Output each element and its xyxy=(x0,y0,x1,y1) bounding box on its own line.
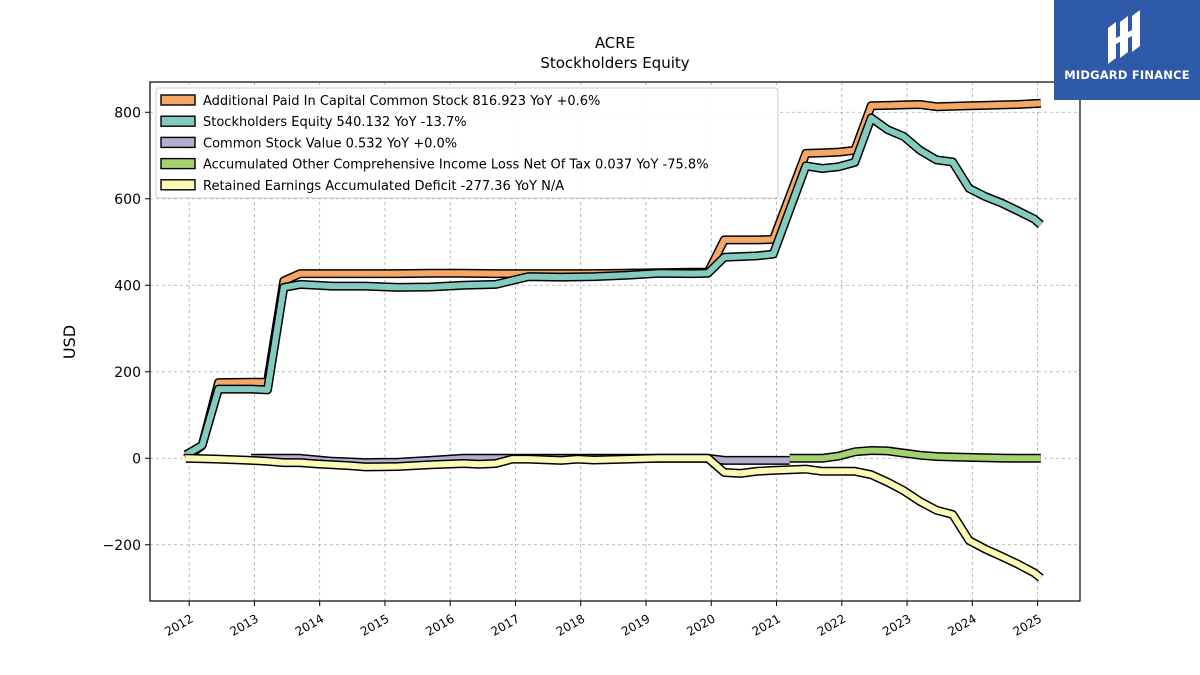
y-tick-label: 600 xyxy=(114,192,141,208)
legend-label-0: Additional Paid In Capital Common Stock … xyxy=(203,94,600,109)
legend-swatch-4 xyxy=(160,179,196,191)
y-axis-label: USD xyxy=(60,325,79,359)
legend: Additional Paid In Capital Common Stock … xyxy=(155,87,779,199)
x-tick-label: 2017 xyxy=(489,611,522,638)
x-tick-label: 2023 xyxy=(880,611,913,638)
y-tick-label: 400 xyxy=(114,278,141,294)
logo-mark-icon xyxy=(1108,10,1140,64)
legend-label-1: Stockholders Equity 540.132 YoY -13.7% xyxy=(203,115,467,130)
series-areas xyxy=(183,98,1044,582)
x-tick-label: 2012 xyxy=(162,611,195,638)
legend-swatch-0 xyxy=(160,94,196,106)
logo-text: MIDGARD FINANCE xyxy=(1064,68,1190,82)
midgard-finance-logo: MIDGARD FINANCE xyxy=(1054,0,1200,100)
series-line-3 xyxy=(789,447,1041,462)
x-tick-label: 2025 xyxy=(1011,611,1044,638)
x-tick-label: 2022 xyxy=(815,611,848,638)
x-tick-label: 2018 xyxy=(554,611,587,638)
x-tick-label: 2014 xyxy=(293,611,326,638)
legend-box xyxy=(155,87,779,199)
x-tick-label: 2019 xyxy=(619,611,652,638)
legend-swatch-2 xyxy=(160,136,196,149)
x-tick-label: 2024 xyxy=(945,611,978,638)
x-tick-label: 2021 xyxy=(750,611,783,638)
series-line-4 xyxy=(185,455,1043,581)
legend-label-3: Accumulated Other Comprehensive Income L… xyxy=(203,158,709,173)
x-tick-label: 2015 xyxy=(358,611,391,638)
y-tick-label: 800 xyxy=(114,105,141,121)
x-tick-label: 2013 xyxy=(227,611,260,638)
x-tick-label: 2020 xyxy=(684,611,717,638)
x-tick-label: 2016 xyxy=(423,611,456,638)
legend-swatch-1 xyxy=(160,115,196,127)
legend-label-2: Common Stock Value 0.532 YoY +0.0% xyxy=(203,136,457,151)
y-axis-ticks: −200 0 200 400 600 800 xyxy=(103,105,150,554)
y-tick-label: −200 xyxy=(103,538,141,554)
y-tick-label: 0 xyxy=(132,451,141,467)
series-line-1 xyxy=(184,114,1043,458)
legend-swatch-3 xyxy=(160,157,196,170)
chart-title: ACRE xyxy=(595,34,635,52)
legend-label-4: Retained Earnings Accumulated Deficit -2… xyxy=(203,179,564,194)
plot-frame xyxy=(149,81,1081,602)
x-axis-ticks: 2012 2013 2014 2015 2016 2017 2018 2019 2020 2021… xyxy=(162,601,1044,639)
chart-subtitle: Stockholders Equity xyxy=(540,54,689,72)
series-outline-4 xyxy=(185,453,1044,582)
y-tick-label: 200 xyxy=(114,365,141,381)
